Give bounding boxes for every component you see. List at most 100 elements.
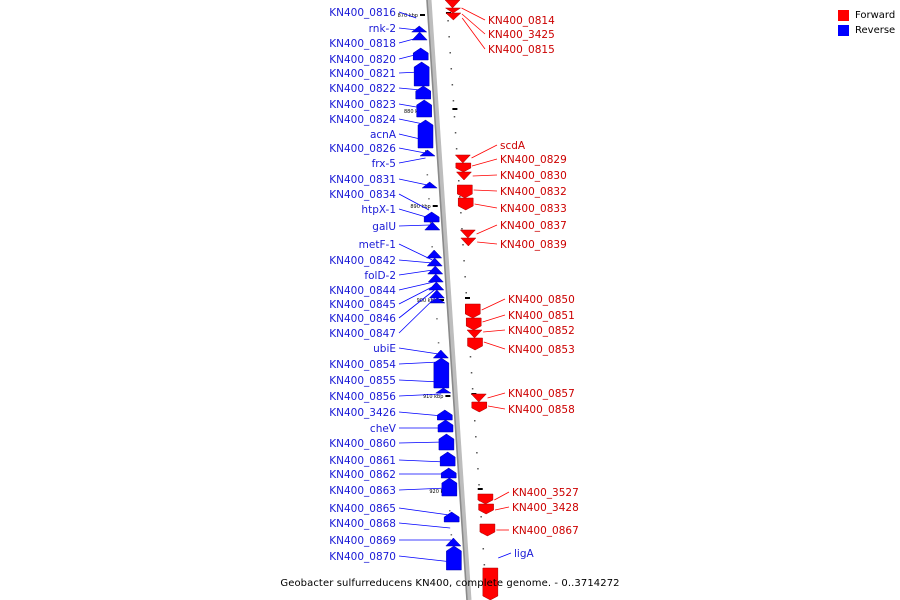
legend: Forward Reverse xyxy=(838,8,895,38)
reverse-leader-line xyxy=(398,11,417,19)
reverse-gene-label: acnA xyxy=(370,129,397,141)
reverse-gene-label: KN400_0831 xyxy=(329,174,396,186)
forward-leader-line xyxy=(483,329,506,333)
minor-tick xyxy=(453,116,456,118)
reverse-gene-block xyxy=(419,149,436,157)
forward-gene-label: KN400_0839 xyxy=(500,239,567,251)
reverse-leader-line xyxy=(398,133,425,141)
forward-leader-line xyxy=(461,7,486,21)
minor-tick xyxy=(426,174,429,176)
forward-leader-line xyxy=(476,224,498,235)
reverse-gene-label: galU xyxy=(372,221,396,233)
reverse-leader-line xyxy=(398,103,423,109)
reverse-leader-line xyxy=(398,87,422,91)
reverse-gene-label: KN400_0818 xyxy=(329,38,396,50)
reverse-gene-label: KN400_0826 xyxy=(329,143,396,155)
scale-tick-label: 880 kbp xyxy=(404,109,424,115)
backbone-line xyxy=(426,0,468,600)
map-caption: Geobacter sulfurreducens KN400, complete… xyxy=(280,578,620,589)
reverse-gene-label: KN400_0860 xyxy=(329,438,396,450)
minor-tick xyxy=(452,100,455,102)
minor-tick xyxy=(482,548,485,550)
reverse-leader-line xyxy=(398,347,439,355)
forward-gene-label: KN400_0832 xyxy=(500,186,567,198)
reverse-gene-label: KN400_0821 xyxy=(329,68,396,80)
minor-tick xyxy=(461,228,463,230)
minor-tick xyxy=(476,452,478,454)
reverse-gene-block xyxy=(412,47,429,61)
legend-reverse-label: Reverse xyxy=(855,25,896,36)
scale-tick-label: 870 kbp xyxy=(398,13,418,19)
minor-tick xyxy=(478,484,480,486)
minor-tick xyxy=(483,564,486,566)
scale-tick-label: 890 kbp xyxy=(410,204,430,210)
reverse-gene-label: KN400_0854 xyxy=(329,359,396,371)
reverse-gene-label: KN400_0842 xyxy=(329,255,396,267)
forward-gene-label: KN400_0853 xyxy=(508,344,575,356)
forward-gene-block xyxy=(445,12,462,21)
reverse-gene-block xyxy=(416,99,432,118)
minor-tick xyxy=(458,180,460,182)
reverse-gene-block xyxy=(427,265,444,275)
reverse-leader-line xyxy=(398,157,426,164)
minor-tick xyxy=(475,436,477,438)
minor-tick xyxy=(470,372,473,374)
forward-leader-line xyxy=(487,392,506,399)
reverse-gene-label: KN400_0862 xyxy=(329,469,396,481)
reverse-gene-label: KN400_3426 xyxy=(329,407,396,419)
reverse-gene-label: KN400_0846 xyxy=(329,313,396,325)
forward-gene-label: KN400_0815 xyxy=(488,44,555,56)
forward-leader-line xyxy=(487,405,506,410)
reverse-leader-line xyxy=(398,459,446,463)
legend-forward: Forward xyxy=(838,8,895,23)
reverse-leader-line xyxy=(398,441,445,444)
reverse-gene-label: ubiE xyxy=(373,343,396,355)
reverse-gene-label: KN400_0816 xyxy=(329,7,396,19)
minor-tick xyxy=(474,420,476,422)
minor-tick xyxy=(451,84,454,86)
reverse-gene-label: KN400_0845 xyxy=(329,299,396,311)
forward-gene-block xyxy=(459,229,476,239)
forward-gene-label: KN400_0851 xyxy=(508,310,575,322)
forward-leader-line xyxy=(473,189,498,192)
forward-gene-label: KN400_3425 xyxy=(488,29,555,41)
reverse-gene-label: htpX-1 xyxy=(361,204,396,216)
reverse-gene-block xyxy=(438,433,455,451)
reverse-gene-block xyxy=(428,281,445,291)
scale-tick-label: 920 kbp xyxy=(429,489,449,495)
forward-gene-block xyxy=(470,393,487,403)
forward-gene-block xyxy=(444,7,462,14)
forward-gene-label: KN400_0833 xyxy=(500,203,567,215)
minor-tick xyxy=(454,132,457,134)
gene-features xyxy=(411,0,499,600)
minor-tick xyxy=(480,516,482,518)
forward-gene-label: scdA xyxy=(500,140,526,152)
reverse-leader-line xyxy=(398,289,435,319)
backbone-shadow xyxy=(426,0,472,600)
reverse-gene-block xyxy=(443,511,460,523)
forward-gene-block xyxy=(465,317,482,331)
reverse-gene-block xyxy=(421,181,438,189)
reverse-leader-line xyxy=(398,361,440,365)
reverse-leader-line xyxy=(398,285,435,305)
forward-gene-block xyxy=(478,503,494,515)
legend-forward-label: Forward xyxy=(855,10,896,21)
reverse-gene-label: KN400_0861 xyxy=(329,455,396,467)
forward-leader-line xyxy=(472,174,498,177)
reverse-gene-label: KN400_0865 xyxy=(329,503,396,515)
forward-gene-label: KN400_3428 xyxy=(512,502,579,514)
minor-tick xyxy=(425,150,427,152)
reverse-gene-label: KN400_0868 xyxy=(329,518,396,530)
minor-tick xyxy=(437,342,440,344)
reverse-leader-line xyxy=(398,522,451,529)
reverse-leader-line xyxy=(398,487,448,491)
reverse-gene-label: cheV xyxy=(370,423,397,435)
forward-leader-line xyxy=(498,552,512,559)
minor-tick xyxy=(436,318,438,320)
reverse-gene-block xyxy=(445,537,462,547)
legend-reverse: Reverse xyxy=(838,23,895,38)
reverse-gene-label: KN400_0856 xyxy=(329,391,396,403)
forward-gene-block xyxy=(467,337,483,351)
forward-leader-line xyxy=(471,158,498,167)
